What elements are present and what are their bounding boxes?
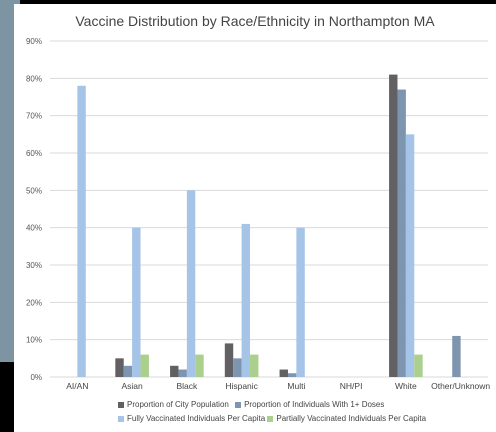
legend-swatch-fully-vaccinated: [118, 415, 124, 422]
x-tick-label-hispanic: Hispanic: [225, 381, 258, 391]
y-tick-label-80: 80%: [26, 74, 42, 83]
x-tick-label-white: White: [395, 381, 417, 391]
x-tick-label-ai-an: AI/AN: [66, 381, 88, 391]
bar-other-unknown-one-plus-doses: [452, 335, 461, 377]
bar-asian-one-plus-doses: [123, 365, 133, 377]
bar-white-fully-vaccinated: [405, 134, 415, 377]
bar-hispanic-partially-vaccinated: [250, 354, 259, 377]
y-tick-label-20: 20%: [26, 298, 42, 307]
x-tick-label-nh-pi: NH/PI: [340, 381, 363, 391]
x-tick-label-other-unknown: Other/Unknown: [431, 381, 490, 391]
x-tick-label-asian: Asian: [121, 381, 143, 391]
y-tick-label-10: 10%: [26, 336, 42, 345]
bar-white-partially-vaccinated: [414, 354, 423, 377]
bar-black-fully-vaccinated: [186, 190, 196, 377]
x-tick-label-multi: Multi: [287, 381, 305, 391]
bar-ai-an-fully-vaccinated: [77, 85, 86, 378]
legend-swatch-city-population: [118, 401, 124, 408]
bar-multi-fully-vaccinated: [296, 227, 305, 377]
bar-white-one-plus-doses: [397, 89, 406, 378]
legend-item-city-population: Proportion of City Population: [118, 400, 229, 409]
bar-black-city-population: [170, 365, 179, 377]
bar-asian-partially-vaccinated: [140, 354, 149, 377]
bar-multi-city-population: [279, 369, 288, 377]
legend-swatch-partially-vaccinated: [267, 415, 274, 422]
bar-asian-city-population: [115, 358, 124, 377]
legend-item-fully-vaccinated: Fully Vaccinated Individuals Per Capita: [118, 414, 265, 423]
bar-hispanic-fully-vaccinated: [241, 223, 251, 377]
bar-asian-fully-vaccinated: [132, 227, 141, 377]
legend-label-city-population: Proportion of City Population: [127, 400, 229, 409]
y-tick-label-90: 90%: [26, 37, 42, 46]
x-tick-label-black: Black: [176, 381, 198, 391]
bar-hispanic-one-plus-doses: [233, 358, 242, 377]
bar-hispanic-city-population: [224, 343, 234, 377]
y-tick-label-0: 0%: [30, 373, 42, 382]
y-tick-label-50: 50%: [26, 186, 42, 195]
bar-multi-one-plus-doses: [287, 373, 297, 377]
bar-chart: 0% 10% 20% 30% 40% 50% 60% 70% 80% 90% AI/AN Asian B…: [26, 37, 490, 391]
chart-card: Vaccine Distribution by Race/Ethnicity i…: [14, 4, 496, 432]
y-tick-label-60: 60%: [26, 149, 42, 158]
y-tick-label-70: 70%: [26, 112, 42, 121]
legend-swatch-one-plus-doses: [235, 401, 242, 408]
legend-item-partially-vaccinated: Partially Vaccinated Individuals Per Cap…: [267, 414, 426, 423]
legend-row-1: Proportion of City Population Proportion…: [118, 400, 388, 409]
legend-label-partially-vaccinated: Partially Vaccinated Individuals Per Cap…: [276, 414, 427, 423]
legend-item-one-plus-doses: Proportion of Individuals With 1+ Doses: [235, 400, 384, 409]
bar-white-city-population: [389, 74, 398, 377]
legend-label-fully-vaccinated: Fully Vaccinated Individuals Per Capita: [127, 414, 266, 423]
legend-row-2: Fully Vaccinated Individuals Per Capita …: [118, 414, 430, 423]
y-tick-label-40: 40%: [26, 224, 42, 233]
bar-black-partially-vaccinated: [195, 354, 204, 377]
y-tick-label-30: 30%: [26, 261, 42, 270]
bar-black-one-plus-doses: [178, 369, 187, 377]
chart-title: Vaccine Distribution by Race/Ethnicity i…: [75, 13, 435, 29]
legend-label-one-plus-doses: Proportion of Individuals With 1+ Doses: [244, 400, 385, 409]
